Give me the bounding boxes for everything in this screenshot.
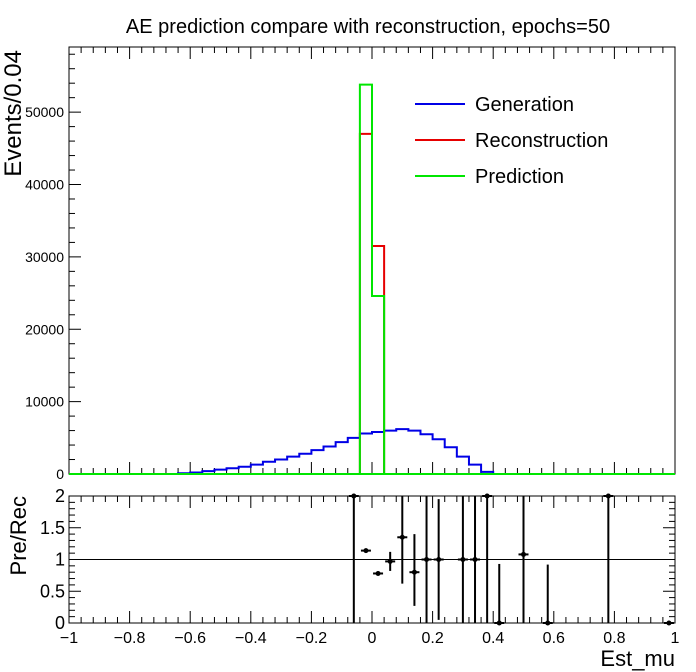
ratio-marker bbox=[484, 493, 490, 499]
x-tick-label: 0.4 bbox=[482, 630, 504, 647]
main-series bbox=[69, 83, 675, 475]
ratio-point bbox=[518, 496, 529, 623]
y-axis-label-ratio: Pre/Rec bbox=[6, 496, 31, 575]
ratio-point bbox=[433, 499, 444, 620]
ratio-marker bbox=[399, 534, 405, 540]
ratio-marker bbox=[521, 551, 526, 557]
ratio-marker bbox=[496, 620, 502, 626]
ratio-y-tick-label: 0.5 bbox=[40, 581, 65, 601]
ratio-y-tick-labels: 0 0.5 1 1.5 2 bbox=[40, 486, 65, 633]
ratio-marker bbox=[424, 557, 430, 562]
ratio-point bbox=[409, 534, 420, 606]
y-tick-label: 10000 bbox=[25, 394, 64, 410]
ratio-marker bbox=[605, 493, 611, 499]
ratio-point bbox=[482, 493, 493, 623]
x-tick-label: −0.6 bbox=[174, 630, 206, 647]
ratio-y-tick-label: 0 bbox=[55, 613, 65, 633]
ratio-marker bbox=[666, 620, 672, 626]
y-tick-label: 50000 bbox=[25, 104, 64, 120]
ratio-point bbox=[457, 496, 468, 623]
ratio-point bbox=[470, 496, 481, 623]
legend-label-generation: Generation bbox=[475, 94, 574, 116]
x-tick-label: 0 bbox=[368, 630, 377, 647]
ratio-points bbox=[348, 493, 674, 626]
x-tick-label: 0.6 bbox=[543, 630, 565, 647]
ratio-point bbox=[360, 548, 371, 554]
y-tick-label: 20000 bbox=[25, 321, 64, 337]
legend: Generation Reconstruction Prediction bbox=[415, 94, 608, 188]
legend-label-reconstruction: Reconstruction bbox=[475, 130, 608, 152]
main-axis-ticks bbox=[68, 47, 676, 475]
ratio-point bbox=[421, 496, 432, 623]
ratio-marker bbox=[472, 557, 478, 562]
ratio-panel: 0 0.5 1 1.5 2 −1 −0.8 −0.6 −0.4 −0.2 0 0.2 0.4 0.6 0.… bbox=[6, 486, 680, 671]
y-axis-label-events: Events/0.04 bbox=[0, 50, 27, 177]
ratio-point bbox=[385, 551, 396, 571]
x-tick-label: −0.4 bbox=[235, 630, 267, 647]
ratio-point bbox=[542, 564, 553, 626]
y-tick-label: 40000 bbox=[25, 177, 64, 193]
chart-title: AE prediction compare with reconstructio… bbox=[126, 16, 610, 38]
ratio-marker bbox=[351, 493, 357, 499]
x-tick-label: 0.8 bbox=[603, 630, 625, 647]
ratio-point bbox=[373, 570, 384, 576]
ratio-marker bbox=[411, 569, 417, 575]
ratio-marker bbox=[375, 570, 381, 576]
ratio-axis-ticks bbox=[68, 495, 676, 624]
ratio-marker bbox=[436, 557, 442, 562]
x-tick-label: 1 bbox=[671, 630, 680, 647]
series-prediction bbox=[358, 83, 386, 474]
ratio-point bbox=[603, 493, 614, 623]
ratio-marker bbox=[387, 558, 393, 564]
x-axis-label: Est_mu bbox=[600, 646, 675, 671]
x-tick-label: 0.2 bbox=[421, 630, 443, 647]
ratio-y-tick-label: 1.5 bbox=[40, 518, 65, 538]
legend-label-prediction: Prediction bbox=[475, 166, 564, 188]
series-generation bbox=[177, 428, 495, 475]
ratio-y-tick-label: 2 bbox=[55, 486, 65, 506]
x-tick-label: −0.8 bbox=[114, 630, 146, 647]
x-tick-label: −1 bbox=[60, 630, 78, 647]
ratio-point bbox=[397, 496, 408, 584]
ratio-point bbox=[348, 493, 359, 623]
ratio-y-tick-label: 1 bbox=[55, 550, 65, 570]
ratio-point bbox=[663, 620, 674, 626]
main-y-tick-labels: 0 10000 20000 30000 40000 50000 bbox=[25, 104, 64, 482]
ratio-marker bbox=[460, 557, 466, 562]
ratio-point bbox=[494, 563, 505, 626]
x-tick-labels: −1 −0.8 −0.6 −0.4 −0.2 0 0.2 0.4 0.6 0.8 1 bbox=[60, 630, 680, 647]
x-tick-label: −0.2 bbox=[296, 630, 328, 647]
ratio-marker bbox=[545, 620, 551, 626]
y-tick-label: 30000 bbox=[25, 249, 64, 265]
y-tick-label: 0 bbox=[56, 466, 64, 482]
main-histogram-panel: AE prediction compare with reconstructio… bbox=[0, 16, 676, 482]
ratio-marker bbox=[363, 548, 369, 554]
